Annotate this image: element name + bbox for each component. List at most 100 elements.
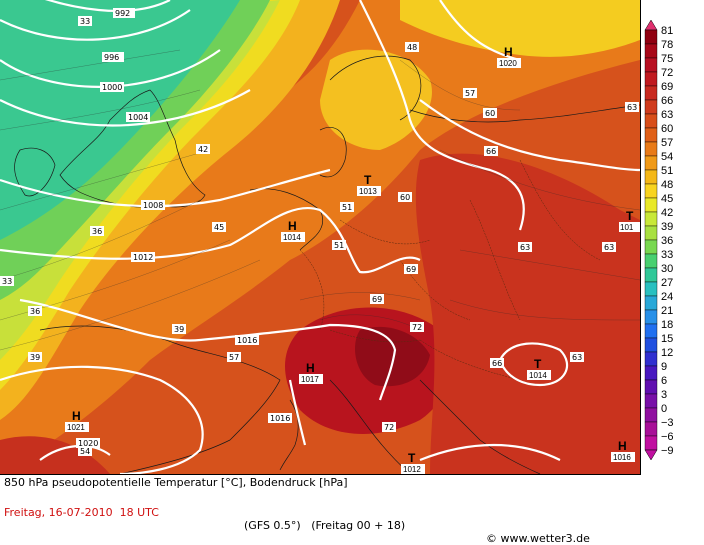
isobar-label: 1020	[78, 439, 98, 448]
legend-swatch	[644, 421, 658, 437]
legend-swatch	[644, 435, 658, 451]
legend-swatch	[644, 337, 658, 353]
svg-text:1012: 1012	[403, 465, 421, 474]
legend-swatch	[644, 323, 658, 339]
legend-swatch	[644, 351, 658, 367]
pressure-center-low: T 1012	[401, 451, 425, 474]
isobar-labels: 992 996 1000 1004 1008 1012 1016 1016 10…	[76, 8, 292, 448]
temp-zone-central-yellow	[320, 49, 432, 150]
legend-label: 6	[661, 375, 667, 387]
svg-text:T: T	[364, 173, 372, 187]
legend-label: 21	[661, 305, 673, 317]
legend-swatch	[644, 365, 658, 381]
pressure-center-high: H 1021	[65, 409, 89, 432]
legend-swatch	[644, 211, 658, 227]
legend-swatch	[644, 393, 658, 409]
temp-zone-east-red	[415, 153, 640, 474]
pressure-center-low: T 1014	[527, 357, 551, 380]
svg-text:H: H	[306, 361, 315, 375]
legend-label: 0	[661, 403, 667, 415]
temp-label: 63	[627, 103, 637, 112]
legend-label: 39	[661, 221, 673, 233]
svg-text:1014: 1014	[529, 371, 547, 380]
legend-label: 60	[661, 123, 673, 135]
copyright-link[interactable]: © www.wetter3.de	[486, 532, 590, 545]
temp-label: 69	[372, 295, 382, 304]
legend-label: 69	[661, 81, 673, 93]
svg-text:T: T	[408, 451, 416, 465]
legend-label: 54	[661, 151, 673, 163]
coastlines	[14, 55, 640, 474]
isobar-label: 996	[104, 53, 119, 62]
legend-label: 36	[661, 235, 673, 247]
pressure-center-high: H 1014	[281, 219, 305, 242]
svg-text:T: T	[534, 357, 542, 371]
temp-labels: 33 33 36 36 39 39 42 45 48 51 51 54 57 5…	[0, 16, 639, 456]
svg-text:101: 101	[620, 223, 634, 232]
legend-swatch	[644, 281, 658, 297]
isobar-label: 1016	[270, 414, 290, 423]
legend-label: 33	[661, 249, 673, 261]
temp-label: 45	[214, 223, 224, 232]
legend-swatch	[644, 71, 658, 87]
legend-swatch	[644, 57, 658, 73]
temp-label: 72	[412, 323, 422, 332]
legend-swatch	[644, 183, 658, 199]
legend-label: 12	[661, 347, 673, 359]
legend-label: 45	[661, 193, 673, 205]
svg-text:H: H	[504, 45, 513, 59]
legend-label: 30	[661, 263, 673, 275]
legend-swatch	[644, 267, 658, 283]
legend-swatch	[644, 155, 658, 171]
temp-label: 60	[485, 109, 495, 118]
temp-label: 60	[400, 193, 410, 202]
map-title: 850 hPa pseudopotentielle Temperatur [°C…	[4, 476, 348, 489]
temp-label: 63	[572, 353, 582, 362]
pressure-center-low: T 1013	[357, 173, 381, 196]
legend-swatch	[644, 225, 658, 241]
legend-label: 78	[661, 39, 673, 51]
isobar-label: 1016	[237, 336, 257, 345]
isobar-label: 1008	[143, 201, 163, 210]
isobar-label: 992	[115, 9, 130, 18]
temp-zone-iberia	[0, 436, 110, 474]
legend-swatch	[644, 113, 658, 129]
model-run: (GFS 0.5°) (Freitag 00 + 18)	[244, 519, 406, 532]
temperature-contours	[0, 49, 640, 351]
legend-label: 57	[661, 137, 673, 149]
legend-swatch	[644, 43, 658, 59]
temp-label: 51	[342, 203, 352, 212]
isobar-label: 1004	[128, 113, 148, 122]
pressure-center-high: H 1020	[497, 45, 521, 68]
svg-text:1016: 1016	[613, 453, 631, 462]
svg-text:H: H	[618, 439, 627, 453]
temp-label: 42	[198, 145, 208, 154]
isobar-label: 1000	[102, 83, 122, 92]
legend-label: 72	[661, 67, 673, 79]
temp-label: 66	[492, 359, 502, 368]
legend-swatch	[644, 141, 658, 157]
legend-swatch	[644, 29, 658, 45]
svg-text:1013: 1013	[359, 187, 377, 196]
svg-text:1017: 1017	[301, 375, 319, 384]
legend-label: −9	[661, 445, 674, 457]
legend-swatch	[644, 407, 658, 423]
legend-label: 18	[661, 319, 673, 331]
legend-swatch	[644, 197, 658, 213]
pressure-center-low: T 101	[619, 209, 640, 232]
weather-map: 992 996 1000 1004 1008 1012 1016 1016 10…	[0, 0, 641, 475]
temp-label: 51	[334, 241, 344, 250]
svg-text:1020: 1020	[499, 59, 517, 68]
pressure-center-high: H 1016	[611, 439, 635, 462]
legend-label: 75	[661, 53, 673, 65]
svg-text:1021: 1021	[67, 423, 85, 432]
svg-text:H: H	[288, 219, 297, 233]
legend-label: −6	[661, 431, 674, 443]
svg-text:H: H	[72, 409, 81, 423]
legend-label: 42	[661, 207, 673, 219]
legend-swatch	[644, 99, 658, 115]
isobar-label: 1012	[133, 253, 153, 262]
legend-swatch	[644, 85, 658, 101]
svg-text:1014: 1014	[283, 233, 301, 242]
temp-label: 39	[174, 325, 184, 334]
